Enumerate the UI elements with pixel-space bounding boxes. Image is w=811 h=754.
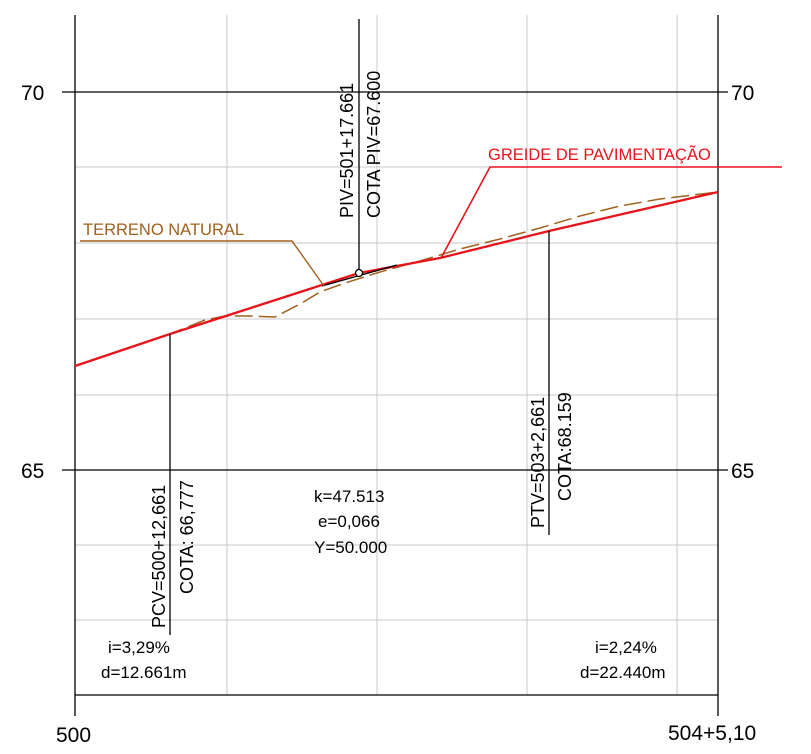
ptv-elevation-text: COTA:68.159 xyxy=(555,392,575,501)
curve-y-text: Y=50.000 xyxy=(314,538,387,557)
station-label-start: 500 xyxy=(56,724,91,747)
curve-e-text: e=0,066 xyxy=(318,512,380,531)
ptv-station-text: PTV=503+2,661 xyxy=(528,397,548,528)
grid xyxy=(75,15,718,695)
frame xyxy=(62,15,728,716)
elevation-label-70-left: 70 xyxy=(21,82,44,105)
greide-label: GREIDE DE PAVIMENTAÇÃO xyxy=(488,144,711,164)
piv-elevation-text: COTA PIV=67.600 xyxy=(364,71,384,218)
piv-point-marker xyxy=(354,268,364,278)
terreno-natural-line xyxy=(74,191,719,367)
elevation-label-65-right: 65 xyxy=(731,460,754,483)
terreno-label: TERRENO NATURAL xyxy=(83,221,244,239)
left-grade-i-text: i=3,29% xyxy=(108,638,170,657)
pcv-station-text: PCV=500+12,661 xyxy=(149,485,169,628)
greide-label-leader xyxy=(440,166,782,259)
elevation-label-65-left: 65 xyxy=(21,460,44,483)
piv-station-text: PIV=501+17.661 xyxy=(337,83,357,218)
station-label-end: 504+5,10 xyxy=(668,722,756,745)
right-grade-d-text: d=22.440m xyxy=(580,663,666,682)
curve-k-text: k=47.513 xyxy=(314,487,384,506)
greide-pavimentacao-line xyxy=(74,190,719,368)
elevation-label-70-right: 70 xyxy=(731,82,754,105)
left-grade-d-text: d=12.661m xyxy=(101,663,187,682)
right-grade-i-text: i=2,24% xyxy=(595,638,657,657)
terreno-label-leader xyxy=(80,240,325,287)
pcv-elevation-text: COTA: 66,777 xyxy=(177,480,197,594)
